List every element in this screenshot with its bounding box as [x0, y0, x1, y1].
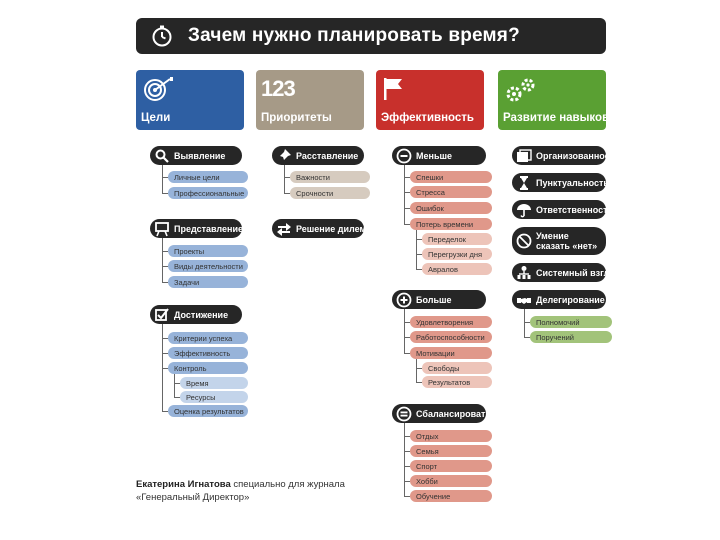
- credit-author: Екатерина Игнатова: [136, 479, 231, 490]
- list-item: Стресса: [410, 186, 492, 198]
- magnifier-icon: [155, 149, 169, 163]
- list-item: Задачи: [168, 276, 248, 288]
- plus-circle-icon: [396, 292, 412, 307]
- skill-label: Системный взгляд: [536, 267, 621, 278]
- priorities-decide: Решение дилемм: [272, 219, 373, 238]
- list-item: Личные цели: [168, 171, 248, 183]
- umbrella-icon: [517, 203, 531, 217]
- list-item: Хобби: [410, 475, 492, 487]
- list-item: Время: [180, 377, 248, 389]
- category-priorities-label: Приоритеты: [261, 112, 332, 124]
- category-priorities: 123 Приоритеты: [256, 70, 364, 130]
- list-item: Результатов: [422, 376, 492, 388]
- category-goals-label: Цели: [141, 112, 171, 124]
- skill-punctuality: Пунктуальность: [512, 173, 609, 192]
- list-item: Поручений: [530, 331, 612, 343]
- gears-icon: [506, 78, 535, 102]
- checkbox-icon: [155, 307, 169, 321]
- title-bar: Зачем нужно планировать время?: [136, 18, 606, 54]
- skill-systems-view: Системный взгляд: [512, 263, 620, 282]
- skill-delegation: Делегирование: [512, 290, 606, 309]
- skill-organization: Организованность: [512, 146, 620, 165]
- hierarchy-icon: [517, 265, 531, 279]
- list-item: Профессиональные: [168, 187, 248, 199]
- folders-icon: [517, 148, 532, 162]
- list-item: Мотивации: [410, 347, 492, 359]
- list-item: Потерь времени: [410, 218, 492, 230]
- list-item: Работоспособности: [410, 331, 492, 343]
- list-item: Спешки: [410, 171, 492, 183]
- goals-identify: Выявление: [150, 146, 242, 165]
- priorities-rank-label: Расставление: [296, 150, 359, 161]
- presentation-icon: [155, 221, 169, 236]
- stopwatch-icon: [152, 25, 172, 47]
- category-efficiency: Эффективность: [376, 70, 484, 130]
- flag-icon: [384, 78, 402, 100]
- skill-label: Ответственность: [536, 204, 614, 215]
- list-item: Полномочий: [530, 316, 612, 328]
- list-item: Обучение: [410, 490, 492, 502]
- list-item: Свободы: [422, 362, 492, 374]
- list-item: Спорт: [410, 460, 492, 472]
- numbers-icon: 123: [261, 76, 296, 101]
- skill-label: Делегирование: [536, 294, 605, 305]
- efficiency-more: Больше: [392, 290, 486, 309]
- equals-circle-icon: [396, 406, 412, 421]
- swap-arrows-icon: [277, 222, 291, 236]
- list-item: Переделок: [422, 233, 492, 245]
- list-item: Критерии успеха: [168, 332, 248, 344]
- skill-say-no: Умение сказать «нет»: [512, 227, 606, 255]
- list-item: Срочности: [290, 187, 370, 199]
- skill-label: Пунктуальность: [536, 177, 609, 188]
- efficiency-balance-label: Сбалансировать: [416, 408, 491, 419]
- efficiency-balance: Сбалансировать: [392, 404, 491, 423]
- goals-achieve: Достижение: [150, 305, 242, 324]
- category-skills-label: Развитие навыков: [503, 112, 610, 124]
- list-item: Оценка результатов: [168, 405, 248, 417]
- goals-represent: Представление: [150, 219, 243, 238]
- efficiency-more-label: Больше: [416, 294, 452, 305]
- list-item: Отдых: [410, 430, 492, 442]
- category-goals: Цели: [136, 70, 244, 130]
- goals-identify-label: Выявление: [174, 150, 226, 161]
- list-item: Перегрузки дня: [422, 248, 492, 260]
- pushpin-icon: [278, 148, 291, 162]
- goals-achieve-label: Достижение: [174, 309, 229, 320]
- efficiency-less-label: Меньше: [416, 150, 452, 161]
- list-item: Ошибок: [410, 202, 492, 214]
- target-icon: [144, 77, 173, 101]
- list-item: Удовлетворения: [410, 316, 492, 328]
- goals-represent-label: Представление: [174, 223, 243, 234]
- credit-line2: «Генеральный Директор»: [136, 492, 250, 503]
- hourglass-icon: [520, 175, 528, 190]
- list-item: Важности: [290, 171, 370, 183]
- priorities-decide-label: Решение дилемм: [296, 223, 373, 234]
- credit-line1: специально для журнала: [230, 479, 345, 490]
- list-item: Семья: [410, 445, 492, 457]
- handshake-icon: [517, 297, 531, 304]
- skill-responsibility: Ответственность: [512, 200, 613, 219]
- minus-circle-icon: [396, 148, 412, 163]
- page-title: Зачем нужно планировать время?: [188, 25, 520, 46]
- list-item: Контроль: [168, 362, 248, 374]
- list-item: Авралов: [422, 263, 492, 275]
- no-sign-icon: [516, 233, 532, 249]
- skill-label: Организованность: [536, 150, 620, 161]
- list-item: Проекты: [168, 245, 248, 257]
- list-item: Эффективность: [168, 347, 248, 359]
- category-skills: Развитие навыков: [498, 70, 610, 130]
- list-item: Ресурсы: [180, 391, 248, 403]
- skill-label: Умение сказать «нет»: [536, 231, 598, 251]
- credit: Екатерина Игнатова специально для журнал…: [136, 478, 345, 504]
- list-item: Виды деятельности: [168, 260, 248, 272]
- category-efficiency-label: Эффективность: [381, 112, 474, 124]
- efficiency-less: Меньше: [392, 146, 486, 165]
- priorities-rank: Расставление: [272, 146, 364, 165]
